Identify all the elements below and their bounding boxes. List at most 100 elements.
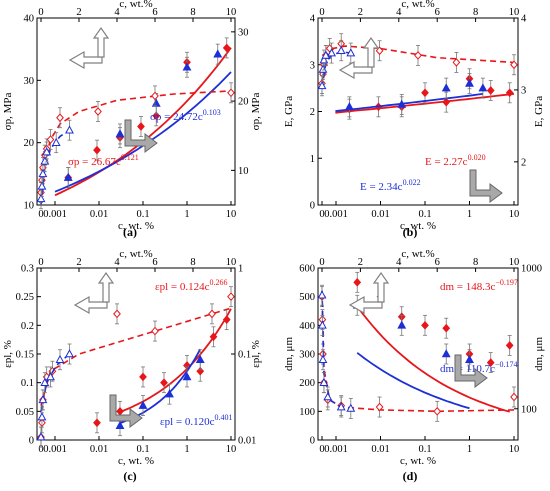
data-point	[505, 88, 514, 98]
top-axis-label: c, wt.%	[401, 0, 434, 10]
bottom-tick-label: 1	[467, 444, 472, 455]
fit-line	[119, 308, 232, 413]
data-point	[151, 91, 159, 101]
data-point	[319, 377, 329, 386]
data-point	[63, 172, 73, 181]
bottom-tick-label: 1	[184, 444, 189, 455]
data-point	[433, 406, 442, 416]
data-point	[139, 372, 147, 382]
data-point	[317, 80, 327, 90]
data-point	[93, 145, 101, 155]
data-point	[195, 354, 205, 364]
bottom-tick-label: 0.001	[324, 444, 348, 455]
bottom-tick-label: 0.1	[418, 209, 431, 220]
left-tick-label: 1	[310, 154, 315, 165]
fit-equation: E = 2.34c0.022	[360, 178, 421, 193]
dashed-curve	[321, 45, 515, 89]
fit-equation: σp = 24.72c0.103	[150, 108, 221, 123]
bottom-axis-label: c, wt. %	[118, 220, 154, 232]
top-tick-label: 8	[190, 7, 195, 18]
bottom-tick-label: 1	[467, 209, 472, 220]
bottom-tick-label: 0.001	[324, 209, 348, 220]
panel-caption: (c)	[123, 469, 136, 483]
data-point	[510, 392, 518, 402]
fit-line	[54, 71, 232, 193]
fit-equation-exponent: 0.020	[468, 153, 486, 162]
data-point	[165, 389, 174, 398]
bottom-axis-arrow-icon	[124, 119, 158, 153]
bottom-axis-arrow-icon	[454, 354, 488, 388]
fit-equation: dm = 148.3c−0.197	[440, 278, 518, 293]
dashed-curve	[40, 90, 232, 206]
chart-panel-d: 0 0.001 0.01 0.1 1 100 2 4 6 8 10c, wt.%c, wt. %01…	[283, 248, 545, 483]
right-axis-label: dm, μm	[533, 337, 545, 371]
panel-caption: (d)	[403, 469, 418, 483]
data-point	[441, 83, 451, 92]
data-point	[138, 400, 148, 409]
top-tick-label: 10	[509, 7, 520, 18]
bottom-tick-label: 0	[38, 444, 43, 455]
data-point	[397, 99, 407, 108]
top-axis-arrow-icon	[68, 26, 110, 70]
panel-caption: (b)	[403, 225, 418, 239]
left-axis-label: σp, MPa	[2, 93, 14, 131]
right-axis-label: σp, MPa	[250, 93, 262, 131]
data-point	[46, 372, 55, 381]
top-tick-label: 6	[435, 7, 440, 18]
data-point	[327, 48, 337, 57]
fit-line	[335, 93, 515, 114]
data-point	[421, 320, 429, 330]
bottom-tick-label: 0.01	[90, 209, 108, 220]
right-axis-label: εpl, %	[250, 340, 262, 368]
dashed-curve	[321, 290, 351, 410]
data-point	[36, 432, 46, 441]
series-red-bottom	[335, 68, 515, 120]
data-point	[222, 43, 231, 53]
data-point	[344, 101, 354, 111]
data-point	[318, 64, 328, 73]
series-blue-top	[36, 119, 74, 210]
series-blue-bottom	[335, 73, 488, 118]
left-tick-label: 0.2	[21, 321, 34, 332]
series-red-top	[318, 286, 518, 422]
fit-equation-exponent: 0.121	[121, 153, 139, 162]
top-tick-label: 0	[38, 7, 43, 18]
top-tick-label: 2	[358, 7, 363, 18]
top-tick-label: 4	[396, 257, 402, 268]
data-point	[336, 45, 346, 55]
data-point	[441, 349, 451, 358]
fit-equation-base: dm = 110.7c	[440, 363, 495, 375]
data-point	[375, 46, 384, 56]
top-axis-arrow-icon	[348, 271, 390, 315]
fit-equation: εpl = 0.120c0.401	[160, 413, 233, 428]
right-tick-label: 1	[238, 264, 243, 275]
left-tick-label: 0	[29, 436, 34, 447]
left-tick-label: 0	[310, 436, 315, 447]
top-tick-label: 4	[114, 257, 120, 268]
top-axis-arrow-icon	[73, 271, 115, 315]
dashed-curve	[321, 290, 515, 413]
data-point	[317, 290, 327, 299]
data-point	[442, 97, 451, 107]
bottom-tick-label: 0	[38, 209, 43, 220]
left-tick-label: 100	[299, 407, 315, 418]
top-axis-label: c, wt.%	[401, 248, 434, 260]
fit-equation-exponent: −0.197	[495, 278, 518, 287]
bottom-axis-arrow-icon	[469, 169, 503, 203]
bottom-tick-label: 0.01	[371, 209, 389, 220]
fit-line	[356, 352, 470, 410]
left-tick-label: 0.25	[16, 292, 34, 303]
data-point	[37, 412, 47, 421]
data-point	[222, 315, 231, 324]
data-point	[65, 349, 74, 358]
fit-equation-base: E = 2.34c	[360, 181, 403, 193]
data-point	[55, 354, 65, 364]
data-point	[182, 62, 192, 71]
left-axis-label: dm, μm	[283, 337, 295, 371]
data-point	[36, 193, 46, 203]
top-tick-label: 4	[396, 7, 402, 18]
left-tick-label: 0.15	[16, 350, 34, 361]
left-tick-label: 400	[299, 321, 315, 332]
data-point	[182, 372, 192, 381]
left-tick-label: 0.3	[21, 264, 34, 275]
